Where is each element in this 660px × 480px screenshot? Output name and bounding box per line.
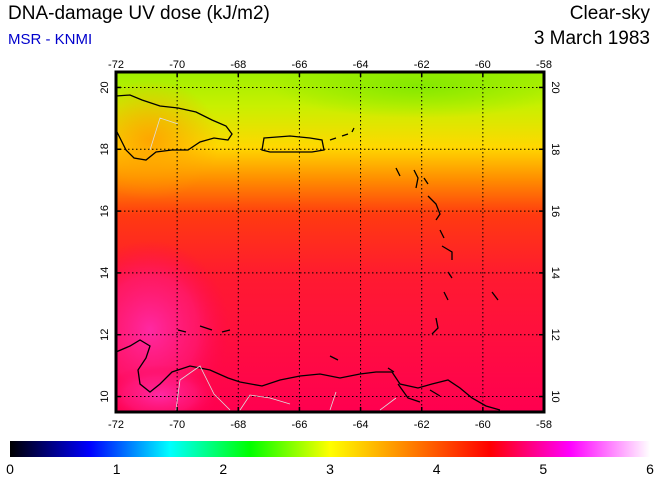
colorbar-label: 6 (646, 461, 654, 477)
lat-tick-label-left: 14 (99, 267, 111, 279)
colorbar-label: 0 (6, 461, 14, 477)
colorbar-label: 4 (433, 461, 441, 477)
lon-tick-label-top: -60 (475, 59, 491, 71)
uv-field (116, 72, 544, 412)
lon-tick-label-bottom: -68 (230, 419, 246, 431)
lon-tick-label-bottom: -60 (475, 419, 491, 431)
map-title: DNA-damage UV dose (kJ/m2) (8, 3, 270, 24)
colorbar-label: 1 (113, 461, 121, 477)
lat-tick-label-left: 18 (99, 143, 111, 155)
lat-tick-label-right: 14 (549, 267, 561, 279)
lat-tick-label-right: 18 (549, 143, 561, 155)
lon-tick-label-top: -68 (230, 59, 246, 71)
coast-lesser-antilles (395, 167, 499, 335)
map-frame (114, 70, 546, 414)
lon-tick-label-top: -62 (414, 59, 430, 71)
date-label: 3 March 1983 (533, 28, 650, 49)
coastlines (116, 94, 501, 411)
lon-tick-label-top: -58 (536, 59, 552, 71)
lon-tick-label-top: -72 (108, 59, 124, 71)
lon-tick-label-bottom: -66 (291, 419, 307, 431)
colorbar-label: 2 (219, 461, 227, 477)
colorbar-label: 3 (326, 461, 334, 477)
colorbar: 0 1 2 3 4 5 6 (6, 441, 654, 477)
lat-tick-label-right: 20 (549, 81, 561, 93)
coast-margarita-trinidad (329, 355, 441, 403)
lat-tick-label-left: 12 (99, 329, 111, 341)
source-label: MSR - KNMI (8, 31, 93, 48)
lat-tick-label-left: 10 (99, 390, 111, 402)
lat-tick-label-left: 16 (99, 205, 111, 217)
coast-virgin-islands (329, 127, 355, 141)
coast-hispaniola (116, 94, 233, 161)
coast-south-america (116, 339, 501, 411)
lon-tick-label-top: -64 (353, 59, 369, 71)
lat-tick-label-right: 12 (549, 329, 561, 341)
lon-tick-label-bottom: -64 (353, 419, 369, 431)
borders (149, 117, 397, 411)
lon-tick-label-bottom: -62 (414, 419, 430, 431)
lon-tick-label-bottom: -70 (169, 419, 185, 431)
lat-tick-label-right: 10 (549, 390, 561, 402)
lat-tick-label-left: 20 (99, 81, 111, 93)
lon-tick-label-bottom: -72 (108, 419, 124, 431)
lon-tick-label-bottom: -58 (536, 419, 552, 431)
coast-puerto-rico (261, 135, 325, 153)
lon-tick-label-top: -70 (169, 59, 185, 71)
axis-ticks: -72 -72 -70 -70 -68 -68 -66 -66 -64 -64 -62 -62 -60 -… (99, 59, 561, 431)
lat-tick-label-right: 16 (549, 205, 561, 217)
lon-tick-label-top: -66 (291, 59, 307, 71)
coast-abc-islands (177, 325, 231, 333)
sky-condition-label: Clear-sky (569, 3, 650, 24)
colorbar-bar (10, 441, 650, 457)
colorbar-label: 5 (539, 461, 547, 477)
